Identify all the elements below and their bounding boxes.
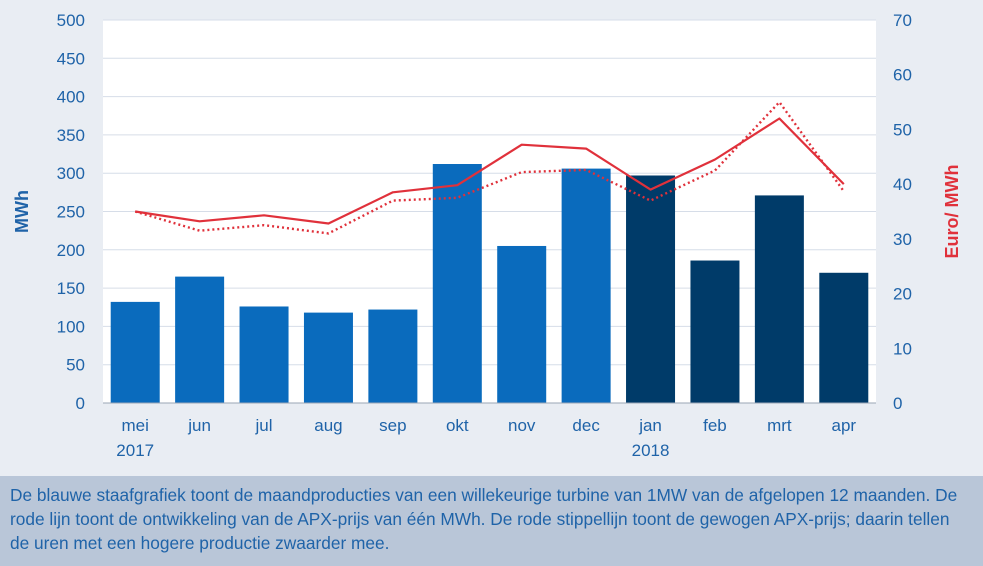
y2-tick-label: 70 xyxy=(893,11,912,30)
x-tick-label: mei xyxy=(122,416,149,435)
x-tick-label: aug xyxy=(314,416,342,435)
chart-caption: De blauwe staafgrafiek toont de maandpro… xyxy=(0,476,983,566)
y-axis-title: MWh xyxy=(12,190,32,233)
y-tick-label: 350 xyxy=(57,126,85,145)
bar xyxy=(432,164,482,403)
y2-tick-label: 60 xyxy=(893,66,912,85)
x-tick-label: apr xyxy=(832,416,857,435)
y-tick-label: 200 xyxy=(57,241,85,260)
y2-tick-label: 50 xyxy=(893,120,912,139)
y-tick-label: 100 xyxy=(57,317,85,336)
x-tick-label: jul xyxy=(255,416,273,435)
y-tick-label: 300 xyxy=(57,164,85,183)
y2-tick-label: 10 xyxy=(893,339,912,358)
x-year-label: 2018 xyxy=(632,441,670,460)
y-tick-label: 150 xyxy=(57,279,85,298)
y-tick-label: 500 xyxy=(57,11,85,30)
x-tick-label: nov xyxy=(508,416,536,435)
weighted-price-line xyxy=(134,100,845,235)
y2-tick-label: 40 xyxy=(893,175,912,194)
bar xyxy=(561,168,611,403)
bar xyxy=(497,245,547,403)
x-tick-label: feb xyxy=(703,416,727,435)
x-year-label: 2017 xyxy=(116,441,154,460)
y-tick-label: 400 xyxy=(57,88,85,107)
chart-area: 0 50 100 150 200 250 300 350 400 450 500 0 10 20 30 40 5… xyxy=(12,11,962,460)
x-tick-label: jan xyxy=(638,416,662,435)
y-tick-label: 50 xyxy=(66,356,85,375)
y-tick-label: 450 xyxy=(57,49,85,68)
x-tick-label: okt xyxy=(446,416,469,435)
x-tick-label: jun xyxy=(187,416,211,435)
y2-axis-title: Euro/ MWh xyxy=(942,165,962,259)
bar xyxy=(110,301,160,403)
y2-tick-label: 30 xyxy=(893,230,912,249)
bar xyxy=(368,309,418,403)
combo-chart: 0 50 100 150 200 250 300 350 400 450 500 0 10 20 30 40 5… xyxy=(12,11,962,460)
bar xyxy=(690,260,740,403)
x-tick-label: sep xyxy=(379,416,406,435)
bar xyxy=(819,272,869,403)
bar xyxy=(175,276,225,403)
y-tick-label: 250 xyxy=(57,203,85,222)
bar xyxy=(303,312,353,403)
bar xyxy=(754,195,804,403)
price-line xyxy=(135,117,845,225)
bar xyxy=(626,175,676,403)
bar xyxy=(239,306,289,403)
y2-tick-label: 20 xyxy=(893,285,912,304)
x-tick-label: dec xyxy=(572,416,600,435)
y-tick-label: 0 xyxy=(76,394,85,413)
x-tick-label: mrt xyxy=(767,416,792,435)
y2-tick-label: 0 xyxy=(893,394,902,413)
